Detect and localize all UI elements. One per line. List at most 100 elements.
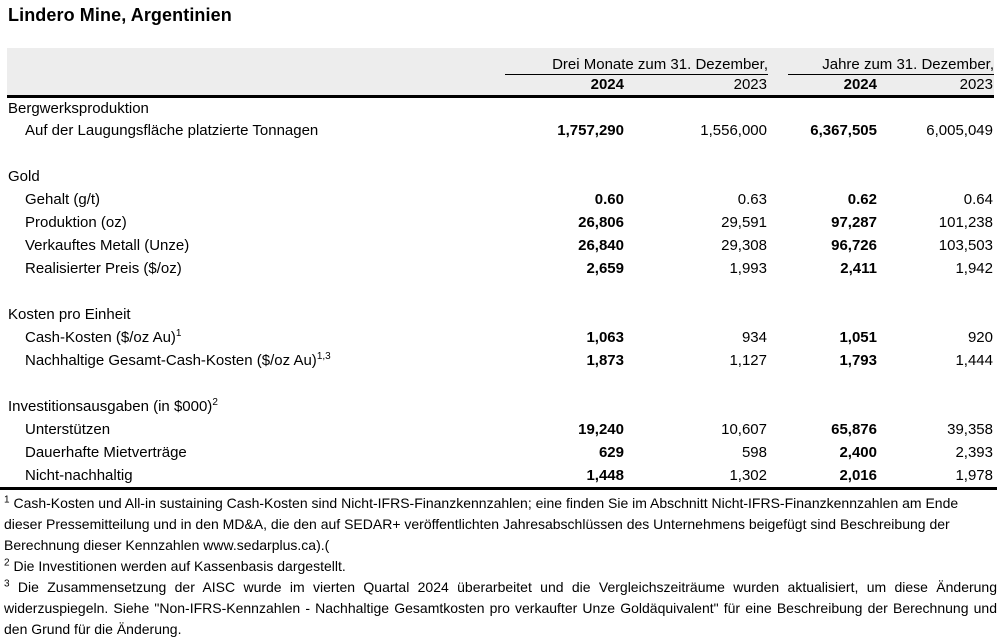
value-cell: 10,607	[721, 421, 767, 438]
value-cell: 65,876	[831, 421, 877, 438]
value-cell: 1,757,290	[557, 122, 624, 139]
value-cell: 1,444	[955, 352, 993, 369]
financial-table: Drei Monate zum 31. Dezember, Jahre zum …	[7, 48, 994, 487]
row-label: Auf der Laugungsfläche platzierte Tonnag…	[7, 119, 493, 142]
table-bottom-rule	[0, 487, 997, 490]
table-row: Auf der Laugungsfläche platzierte Tonnag…	[7, 119, 994, 142]
value-cell: 0.63	[737, 191, 767, 208]
value-cell: 97,287	[831, 214, 877, 231]
section-heading-row: Gold	[7, 165, 994, 188]
footnote-text: Cash-Kosten und All-in sustaining Cash-K…	[4, 495, 959, 553]
empty-header-cell	[7, 48, 493, 75]
value-cell: 1,793	[839, 352, 877, 369]
value-cell: 101,238	[938, 214, 993, 231]
table-row: Realisierter Preis ($/oz) 2,659 1,993 2,…	[7, 257, 994, 280]
value-cell: 2,659	[586, 260, 624, 277]
row-label: Nicht-nachhaltig	[7, 464, 493, 487]
value-cell: 29,591	[721, 214, 767, 231]
value-cell: 934	[741, 329, 767, 346]
value-cell: 2,393	[955, 444, 993, 461]
row-label-text: Produktion (oz)	[25, 214, 127, 231]
value-cell: 1,127	[729, 352, 767, 369]
row-label-text: Unterstützen	[25, 421, 111, 438]
value-cell: 6,367,505	[810, 122, 877, 139]
value-cell: 26,840	[578, 237, 624, 254]
table-body: Bergwerksproduktion Auf der Laugungsfläc…	[7, 96, 994, 487]
value-cell: 2,016	[839, 467, 877, 484]
section-heading-row: Kosten pro Einheit	[7, 303, 994, 326]
value-cell: 0.62	[847, 191, 877, 208]
section-heading-label: Investitionsausgaben (in $000)	[8, 398, 213, 415]
table-header: Drei Monate zum 31. Dezember, Jahre zum …	[7, 48, 994, 98]
footnote-1: 1 Cash-Kosten und All-in sustaining Cash…	[4, 493, 997, 556]
year-header-y2024: 2024	[768, 75, 878, 98]
value-cell: 103,503	[938, 237, 993, 254]
value-cell: 39,358	[947, 421, 993, 438]
spacer-row	[7, 280, 994, 303]
spacer-row	[7, 372, 994, 395]
row-label-text: Gehalt (g/t)	[25, 191, 101, 208]
year-header-y2023: 2023	[878, 75, 994, 98]
value-cell: 1,063	[586, 329, 624, 346]
value-cell: 629	[598, 444, 624, 461]
section-heading-row: Investitionsausgaben (in $000)2	[7, 395, 994, 418]
row-label: Realisierter Preis ($/oz)	[7, 257, 493, 280]
section-heading-mine-production: Bergwerksproduktion	[7, 96, 994, 119]
section-heading-label: Bergwerksproduktion	[8, 99, 149, 117]
column-group-quarter-label: Drei Monate zum 31. Dezember,	[505, 56, 768, 75]
value-cell: 920	[967, 329, 993, 346]
row-label: Unterstützen	[7, 418, 493, 441]
value-cell: 0.64	[963, 191, 993, 208]
row-label-text: Verkauftes Metall (Unze)	[25, 237, 190, 254]
value-cell: 1,993	[729, 260, 767, 277]
value-cell: 1,873	[586, 352, 624, 369]
footnote-2: 2 Die Investitionen werden auf Kassenbas…	[4, 556, 997, 577]
value-cell: 1,302	[729, 467, 767, 484]
table-row: Gehalt (g/t) 0.60 0.63 0.62 0.64	[7, 188, 994, 211]
page: Lindero Mine, Argentinien Drei Monate zu…	[0, 5, 1000, 644]
table-row: Unterstützen 19,240 10,607 65,876 39,358	[7, 418, 994, 441]
value-cell: 1,556,000	[700, 122, 767, 139]
footnotes: 1 Cash-Kosten und All-in sustaining Cash…	[4, 493, 997, 640]
footnote-marker: 1	[4, 494, 10, 506]
row-label-text: Nicht-nachhaltig	[25, 467, 133, 484]
footnote-reference: 1	[175, 328, 182, 339]
row-label-text: Nachhaltige Gesamt-Cash-Kosten ($/oz Au)	[25, 352, 317, 369]
table-row: Nicht-nachhaltig 1,448 1,302 2,016 1,978	[7, 464, 994, 487]
table-row: Verkauftes Metall (Unze) 26,840 29,308 9…	[7, 234, 994, 257]
column-group-year-cell: Jahre zum 31. Dezember,	[768, 48, 994, 75]
section-heading-gold: Gold	[7, 165, 994, 188]
column-group-year-label: Jahre zum 31. Dezember,	[788, 56, 994, 75]
value-cell: 6,005,049	[926, 122, 993, 139]
section-heading-label: Gold	[8, 168, 40, 185]
value-cell: 1,978	[955, 467, 993, 484]
footnote-3: 3 Die Zusammensetzung der AISC wurde im …	[4, 577, 997, 640]
row-label-text: Cash-Kosten ($/oz Au)	[25, 329, 176, 346]
section-heading-label: Kosten pro Einheit	[8, 306, 131, 323]
row-label: Produktion (oz)	[7, 211, 493, 234]
value-cell: 0.60	[594, 191, 624, 208]
year-header-q2023: 2023	[625, 75, 768, 98]
value-cell: 2,400	[839, 444, 877, 461]
empty-header-cell	[7, 75, 493, 98]
row-label: Dauerhafte Mietverträge	[7, 441, 493, 464]
column-group-header-row: Drei Monate zum 31. Dezember, Jahre zum …	[7, 48, 994, 75]
table-row: Dauerhafte Mietverträge 629 598 2,400 2,…	[7, 441, 994, 464]
footnote-marker: 3	[4, 578, 10, 590]
value-cell: 96,726	[831, 237, 877, 254]
footnote-text: Die Investitionen werden auf Kassenbasis…	[13, 558, 346, 574]
table-row: Cash-Kosten ($/oz Au)1 1,063 934 1,051 9…	[7, 326, 994, 349]
value-cell: 2,411	[840, 260, 877, 277]
value-cell: 1,051	[839, 329, 877, 346]
value-cell: 1,448	[586, 467, 624, 484]
footnote-text: Die Zusammensetzung der AISC wurde im vi…	[4, 579, 997, 637]
row-label-text: Dauerhafte Mietverträge	[25, 444, 187, 461]
value-cell: 29,308	[721, 237, 767, 254]
section-heading-unit-costs: Kosten pro Einheit	[7, 303, 994, 326]
value-cell: 26,806	[578, 214, 624, 231]
value-cell: 19,240	[578, 421, 624, 438]
section-heading-capital-expenditures: Investitionsausgaben (in $000)2	[7, 395, 994, 418]
row-label: Verkauftes Metall (Unze)	[7, 234, 493, 257]
spacer-row	[7, 142, 994, 165]
page-title: Lindero Mine, Argentinien	[8, 5, 232, 25]
